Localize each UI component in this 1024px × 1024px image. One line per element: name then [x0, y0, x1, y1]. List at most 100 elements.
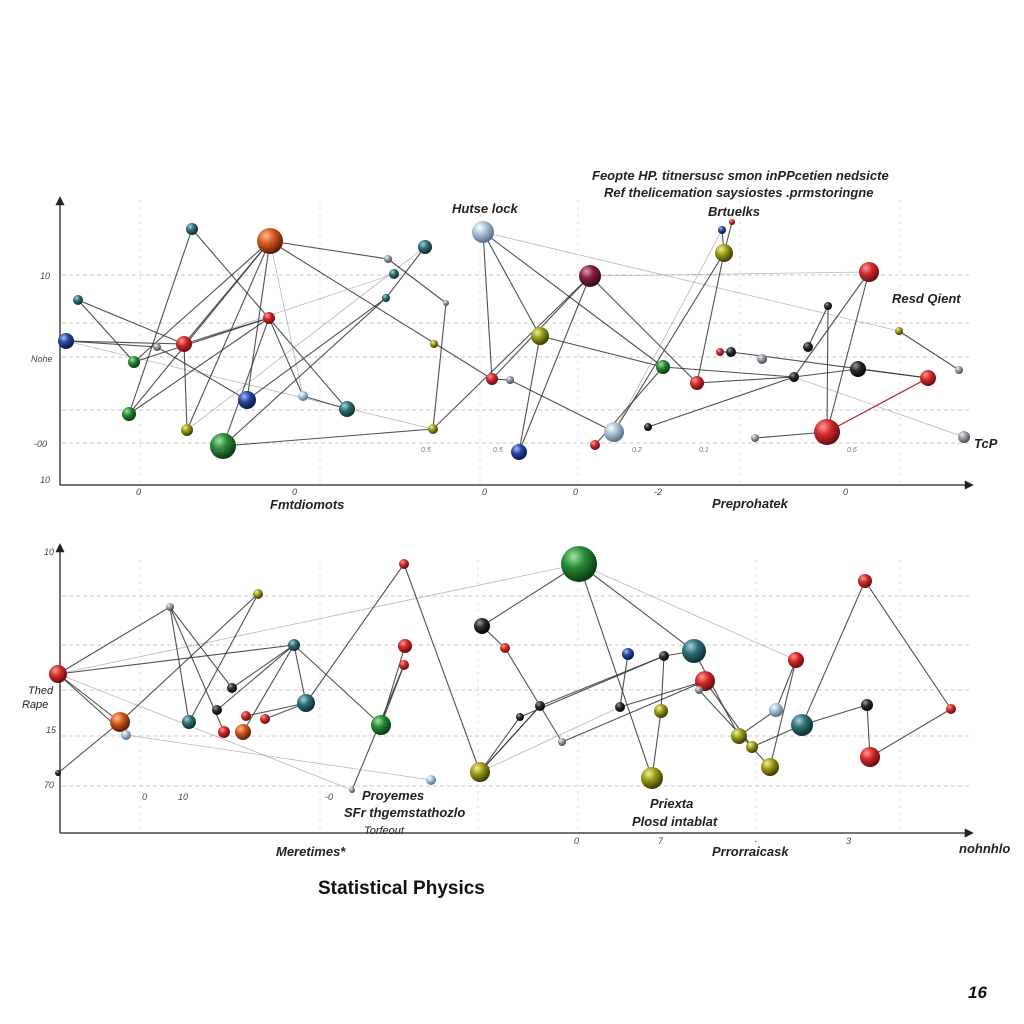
network-edge [133, 240, 271, 363]
priexta-label: Priexta [650, 796, 693, 811]
network-edge [57, 673, 353, 791]
network-node [212, 705, 222, 715]
network-node [579, 265, 601, 287]
network-edge [128, 228, 193, 415]
network-node [726, 347, 736, 357]
network-node [418, 240, 432, 254]
network-edge [793, 376, 965, 438]
network-node [695, 671, 715, 691]
network-node [263, 312, 275, 324]
rape-label: Rape [22, 699, 48, 711]
network-node [182, 715, 196, 729]
network-edge [222, 428, 434, 447]
network-edge [775, 659, 797, 711]
network-edge [561, 680, 706, 743]
network-node [486, 373, 498, 385]
network-edge [245, 702, 307, 717]
network-node [757, 354, 767, 364]
network-edge [504, 647, 563, 743]
network-edge [269, 240, 389, 260]
header-annotation-line2: Ref thelicemation saysiostes .prmstoring… [604, 185, 873, 200]
header-annotation-line1: Feopte HP. titnersusc smon inPPcetien ne… [592, 168, 889, 183]
network-edge [293, 644, 307, 704]
network-node [731, 728, 747, 744]
network-node [751, 434, 759, 442]
network-node [241, 711, 251, 721]
network-edge [864, 580, 952, 710]
network-edge [578, 563, 695, 652]
network-edge [269, 240, 493, 380]
network-edge [869, 708, 952, 758]
network-edge [518, 275, 591, 453]
network-edge [696, 252, 725, 384]
network-node [238, 391, 256, 409]
network-edge [578, 563, 797, 661]
network-node [659, 651, 669, 661]
network-edge [647, 376, 795, 428]
network-node [110, 712, 130, 732]
bottom-nodes [49, 546, 956, 793]
top-inner-tick: 0.0 [214, 447, 224, 454]
network-edge [651, 710, 662, 779]
network-edge [482, 231, 900, 332]
network-edge [826, 305, 829, 433]
network-node [531, 327, 549, 345]
network-node [860, 747, 880, 767]
top-x-tick: -2 [654, 487, 662, 497]
network-node [789, 372, 799, 382]
network-node [622, 648, 634, 660]
network-edge [246, 240, 271, 401]
network-node [257, 228, 283, 254]
network-node [769, 703, 783, 717]
network-node [861, 699, 873, 711]
network-node [858, 574, 872, 588]
network-edge [696, 376, 795, 384]
network-edge [57, 721, 121, 774]
network-edge [128, 240, 271, 415]
network-edge [57, 673, 121, 723]
network-node [814, 419, 840, 445]
network-edge [305, 563, 405, 704]
network-edge [380, 645, 406, 726]
network-node [181, 424, 193, 436]
network-edge [589, 275, 698, 384]
network-node [55, 770, 61, 776]
network-node [470, 762, 490, 782]
prrorraicask-label: Prrorraicask [712, 844, 789, 859]
network-node [850, 361, 866, 377]
network-edge [482, 231, 541, 337]
thed-label: Thed [28, 685, 54, 697]
fmtdiomots-label: Fmtdiomots [270, 497, 344, 512]
network-edge [125, 734, 432, 781]
network-node [695, 686, 703, 694]
network-node [122, 407, 136, 421]
network-node [644, 423, 652, 431]
network-node [958, 431, 970, 443]
network-edge [216, 644, 295, 711]
network-node [656, 360, 670, 374]
network-node [716, 348, 724, 356]
network-edge [698, 689, 771, 768]
top-x-tick: 0 [573, 487, 578, 497]
network-node [474, 618, 490, 634]
network-edge [156, 346, 248, 401]
network-node [235, 724, 251, 740]
network-node [955, 366, 963, 374]
network-node [399, 559, 409, 569]
network-node [788, 652, 804, 668]
bottom-x-tick: - [754, 836, 757, 846]
bottom-y-tick: 70 [44, 780, 54, 790]
network-node [920, 370, 936, 386]
network-edge [578, 563, 653, 779]
figure-title: Statistical Physics [318, 878, 485, 899]
top-y-tick: 10 [40, 271, 50, 281]
network-node [561, 546, 597, 582]
network-node [260, 714, 270, 724]
top-y-tick: 10 [40, 475, 50, 485]
network-node [398, 639, 412, 653]
page-number: 16 [968, 983, 987, 1002]
network-edge [169, 606, 190, 723]
tcp-label: TcP [974, 436, 998, 451]
network-node [128, 356, 140, 368]
network-edge [269, 240, 304, 397]
